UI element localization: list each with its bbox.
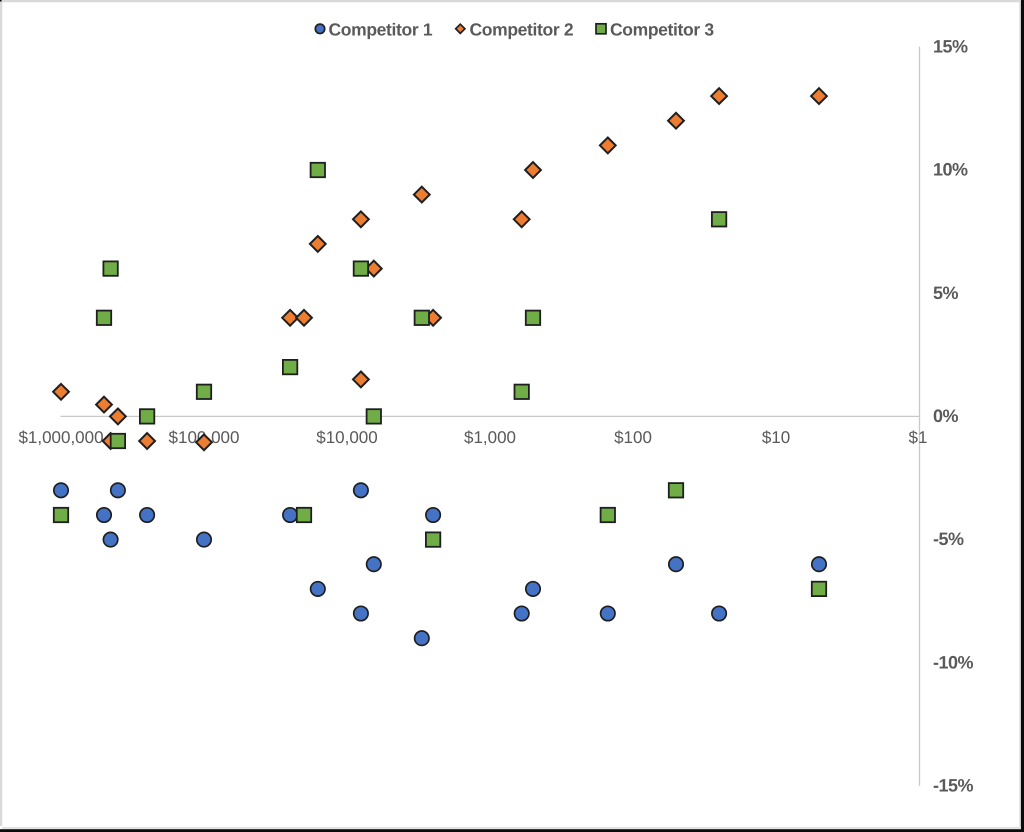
svg-text:$10,000: $10,000 [316,428,377,447]
svg-text:$1,000,000: $1,000,000 [18,428,103,447]
svg-text:-10%: -10% [933,652,974,672]
svg-text:-5%: -5% [933,529,964,549]
svg-text:Competitor 2: Competitor 2 [470,19,574,39]
svg-text:10%: 10% [933,160,968,180]
svg-text:$10: $10 [762,428,790,447]
svg-text:-15%: -15% [933,775,974,795]
svg-text:15%: 15% [933,37,968,57]
svg-text:$1,000: $1,000 [464,428,516,447]
svg-text:Competitor 3: Competitor 3 [610,19,714,39]
svg-text:0%: 0% [933,406,959,426]
svg-text:$1: $1 [909,428,928,447]
svg-text:Competitor 1: Competitor 1 [329,19,433,39]
svg-text:$100: $100 [614,428,652,447]
svg-text:5%: 5% [933,283,959,303]
